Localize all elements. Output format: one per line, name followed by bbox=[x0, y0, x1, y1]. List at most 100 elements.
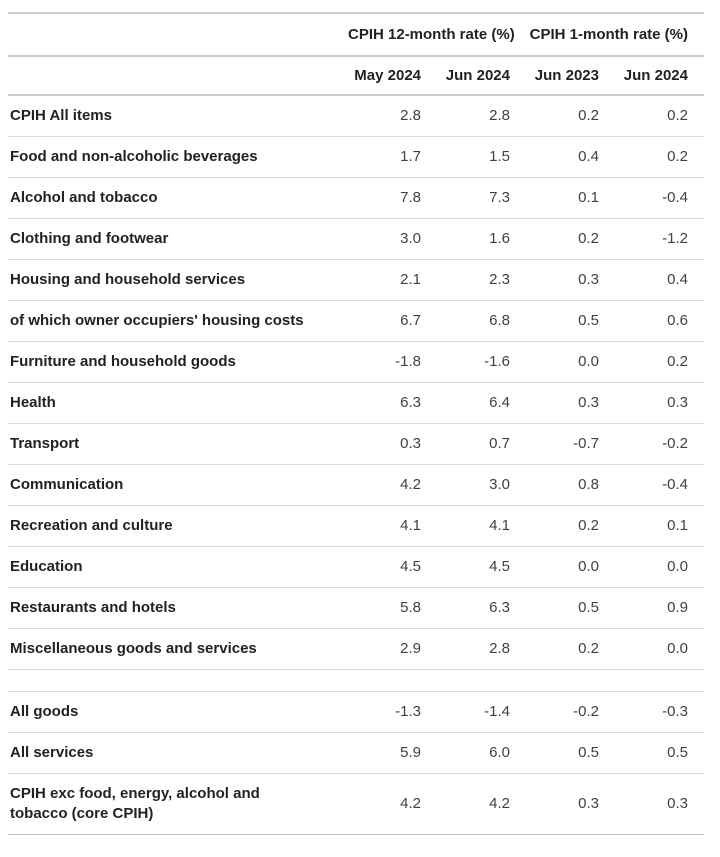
cell-value: -0.2 bbox=[526, 691, 615, 733]
row-label: CPIH All items bbox=[8, 95, 348, 137]
table-row: CPIH All items 2.8 2.8 0.2 0.2 bbox=[8, 95, 704, 137]
table-row: of which owner occupiers' housing costs 6… bbox=[8, 300, 704, 342]
cell-value: 0.4 bbox=[615, 259, 704, 301]
cell-value: 0.5 bbox=[526, 300, 615, 342]
cell-value: 0.1 bbox=[526, 177, 615, 219]
cell-value: 0.2 bbox=[615, 95, 704, 137]
cell-value: 2.8 bbox=[437, 95, 526, 137]
cell-value: 0.6 bbox=[615, 300, 704, 342]
row-label: Recreation and culture bbox=[8, 505, 348, 547]
cell-value: 2.9 bbox=[348, 628, 437, 670]
cell-value: 4.2 bbox=[437, 773, 526, 835]
row-label: Education bbox=[8, 546, 348, 588]
cell-value: 2.8 bbox=[437, 628, 526, 670]
cell-value: 5.9 bbox=[348, 732, 437, 774]
cell-value: 0.0 bbox=[615, 628, 704, 670]
spacer-cell bbox=[8, 669, 704, 692]
cell-value: -0.2 bbox=[615, 423, 704, 465]
cell-value: 0.9 bbox=[615, 587, 704, 629]
table-row: Recreation and culture 4.1 4.1 0.2 0.1 bbox=[8, 505, 704, 547]
cell-value: 0.2 bbox=[526, 628, 615, 670]
cell-value: 3.0 bbox=[437, 464, 526, 506]
cell-value: -1.4 bbox=[437, 691, 526, 733]
table-row: Housing and household services 2.1 2.3 0.3 0… bbox=[8, 259, 704, 301]
cell-value: 6.3 bbox=[437, 587, 526, 629]
cell-value: -0.7 bbox=[526, 423, 615, 465]
cell-value: 0.3 bbox=[526, 382, 615, 424]
cell-value: -0.4 bbox=[615, 177, 704, 219]
table-body: CPIH All items 2.8 2.8 0.2 0.2 Food and non-a… bbox=[8, 95, 704, 835]
column-header-jun-2024-12m: Jun 2024 bbox=[437, 56, 526, 96]
table-row: Food and non-alcoholic beverages 1.7 1.5 0.… bbox=[8, 136, 704, 178]
cell-value: 0.0 bbox=[526, 546, 615, 588]
cell-value: 0.2 bbox=[526, 505, 615, 547]
empty-corner-cell bbox=[8, 56, 348, 96]
cell-value: 0.3 bbox=[615, 382, 704, 424]
row-label: All services bbox=[8, 732, 348, 774]
table-row: Education 4.5 4.5 0.0 0.0 bbox=[8, 546, 704, 588]
row-label: Restaurants and hotels bbox=[8, 587, 348, 629]
cell-value: 6.3 bbox=[348, 382, 437, 424]
row-label: Food and non-alcoholic beverages bbox=[8, 136, 348, 178]
cell-value: 3.0 bbox=[348, 218, 437, 260]
empty-corner-cell bbox=[8, 13, 348, 57]
table-row: Clothing and footwear 3.0 1.6 0.2 -1.2 bbox=[8, 218, 704, 260]
row-label: of which owner occupiers' housing costs bbox=[8, 300, 348, 342]
table-row: Communication 4.2 3.0 0.8 -0.4 bbox=[8, 464, 704, 506]
cell-value: 0.5 bbox=[615, 732, 704, 774]
cell-value: 4.1 bbox=[348, 505, 437, 547]
table-row: Restaurants and hotels 5.8 6.3 0.5 0.9 bbox=[8, 587, 704, 629]
row-label: Transport bbox=[8, 423, 348, 465]
row-label: Miscellaneous goods and services bbox=[8, 628, 348, 670]
cell-value: 2.8 bbox=[348, 95, 437, 137]
cell-value: 6.4 bbox=[437, 382, 526, 424]
table-row: Alcohol and tobacco 7.8 7.3 0.1 -0.4 bbox=[8, 177, 704, 219]
row-label: Alcohol and tobacco bbox=[8, 177, 348, 219]
row-label: Health bbox=[8, 382, 348, 424]
cell-value: 2.1 bbox=[348, 259, 437, 301]
cell-value: -1.2 bbox=[615, 218, 704, 260]
cpih-rates-table: CPIH 12-month rate (%) CPIH 1-month rate… bbox=[8, 12, 704, 835]
cell-value: 0.2 bbox=[615, 136, 704, 178]
cell-value: 6.0 bbox=[437, 732, 526, 774]
cell-value: 4.5 bbox=[437, 546, 526, 588]
table-row: Transport 0.3 0.7 -0.7 -0.2 bbox=[8, 423, 704, 465]
cell-value: 0.2 bbox=[615, 341, 704, 383]
row-label: Communication bbox=[8, 464, 348, 506]
cell-value: 0.3 bbox=[526, 773, 615, 835]
cell-value: 4.2 bbox=[348, 773, 437, 835]
column-header-jun-2023: Jun 2023 bbox=[526, 56, 615, 96]
cell-value: -0.4 bbox=[615, 464, 704, 506]
cell-value: 0.8 bbox=[526, 464, 615, 506]
table-row: Health 6.3 6.4 0.3 0.3 bbox=[8, 382, 704, 424]
column-group-1-month-rate: CPIH 1-month rate (%) bbox=[526, 13, 704, 57]
cell-value: 6.7 bbox=[348, 300, 437, 342]
row-label: All goods bbox=[8, 691, 348, 733]
row-label: Clothing and footwear bbox=[8, 218, 348, 260]
row-label: CPIH exc food, energy, alcohol and tobac… bbox=[8, 773, 348, 835]
column-header-may-2024: May 2024 bbox=[348, 56, 437, 96]
table-row: CPIH exc food, energy, alcohol and tobac… bbox=[8, 773, 704, 835]
cell-value: -1.8 bbox=[348, 341, 437, 383]
cell-value: 7.8 bbox=[348, 177, 437, 219]
table-row: Furniture and household goods -1.8 -1.6 0.0… bbox=[8, 341, 704, 383]
cell-value: 0.3 bbox=[526, 259, 615, 301]
cell-value: 0.3 bbox=[615, 773, 704, 835]
table-row: All services 5.9 6.0 0.5 0.5 bbox=[8, 732, 704, 774]
cell-value: 0.0 bbox=[526, 341, 615, 383]
column-header-jun-2024-1m: Jun 2024 bbox=[615, 56, 704, 96]
cell-value: -1.6 bbox=[437, 341, 526, 383]
cell-value: -1.3 bbox=[348, 691, 437, 733]
page: CPIH 12-month rate (%) CPIH 1-month rate… bbox=[0, 12, 720, 857]
column-group-12-month-rate: CPIH 12-month rate (%) bbox=[348, 13, 526, 57]
cell-value: 0.5 bbox=[526, 732, 615, 774]
cell-value: 0.1 bbox=[615, 505, 704, 547]
cell-value: 4.1 bbox=[437, 505, 526, 547]
cell-value: 0.7 bbox=[437, 423, 526, 465]
row-label: Furniture and household goods bbox=[8, 341, 348, 383]
cell-value: 1.6 bbox=[437, 218, 526, 260]
cell-value: 0.3 bbox=[348, 423, 437, 465]
cell-value: 4.2 bbox=[348, 464, 437, 506]
cell-value: 0.0 bbox=[615, 546, 704, 588]
table-row: All goods -1.3 -1.4 -0.2 -0.3 bbox=[8, 691, 704, 733]
